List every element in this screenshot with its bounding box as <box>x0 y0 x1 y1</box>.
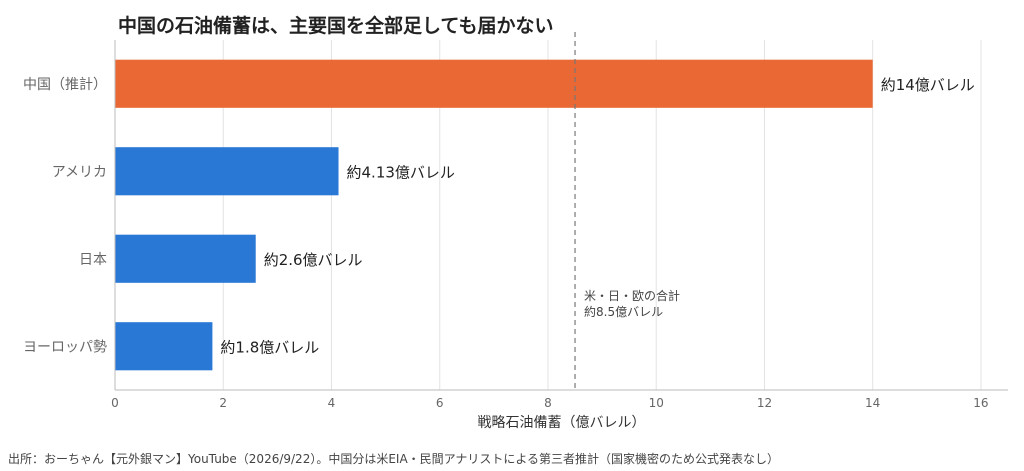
x-tick-label: 0 <box>111 396 119 410</box>
y-tick-label: 日本 <box>79 252 107 268</box>
data-label: 約2.6億バレル <box>264 251 363 269</box>
x-tick-label: 8 <box>544 396 552 410</box>
reference-label: 約8.5億バレル <box>584 304 663 319</box>
source-note: 出所：おーちゃん【元外銀マン】YouTube（2026/9/22）。中国分は米E… <box>8 452 780 466</box>
reference-label: 米・日・欧の合計 <box>584 288 680 303</box>
x-axis-title: 戦略石油備蓄（億バレル） <box>478 415 646 431</box>
x-tick-label: 12 <box>757 396 772 410</box>
x-tick-label: 16 <box>973 396 988 410</box>
x-tick-label: 10 <box>649 396 664 410</box>
bars <box>115 59 873 371</box>
x-tick-label: 4 <box>328 396 336 410</box>
x-tick-label: 14 <box>865 396 880 410</box>
data-label: 約14億バレル <box>881 76 975 94</box>
y-tick-label: ヨーロッパ勢 <box>23 339 107 355</box>
bar <box>115 147 339 196</box>
bar <box>115 322 213 371</box>
bar <box>115 234 256 283</box>
x-tick-label: 6 <box>436 396 444 410</box>
chart-title: 中国の石油備蓄は、主要国を全部足しても届かない <box>118 15 554 37</box>
x-tick-label: 2 <box>219 396 227 410</box>
grid-lines <box>222 40 982 390</box>
bar <box>115 59 873 108</box>
axes <box>114 40 1008 391</box>
y-tick-label: アメリカ <box>52 164 107 180</box>
data-label: 約4.13億バレル <box>347 163 455 181</box>
y-tick-label: 中国（推計） <box>23 77 107 93</box>
data-label: 約1.8億バレル <box>220 338 319 356</box>
